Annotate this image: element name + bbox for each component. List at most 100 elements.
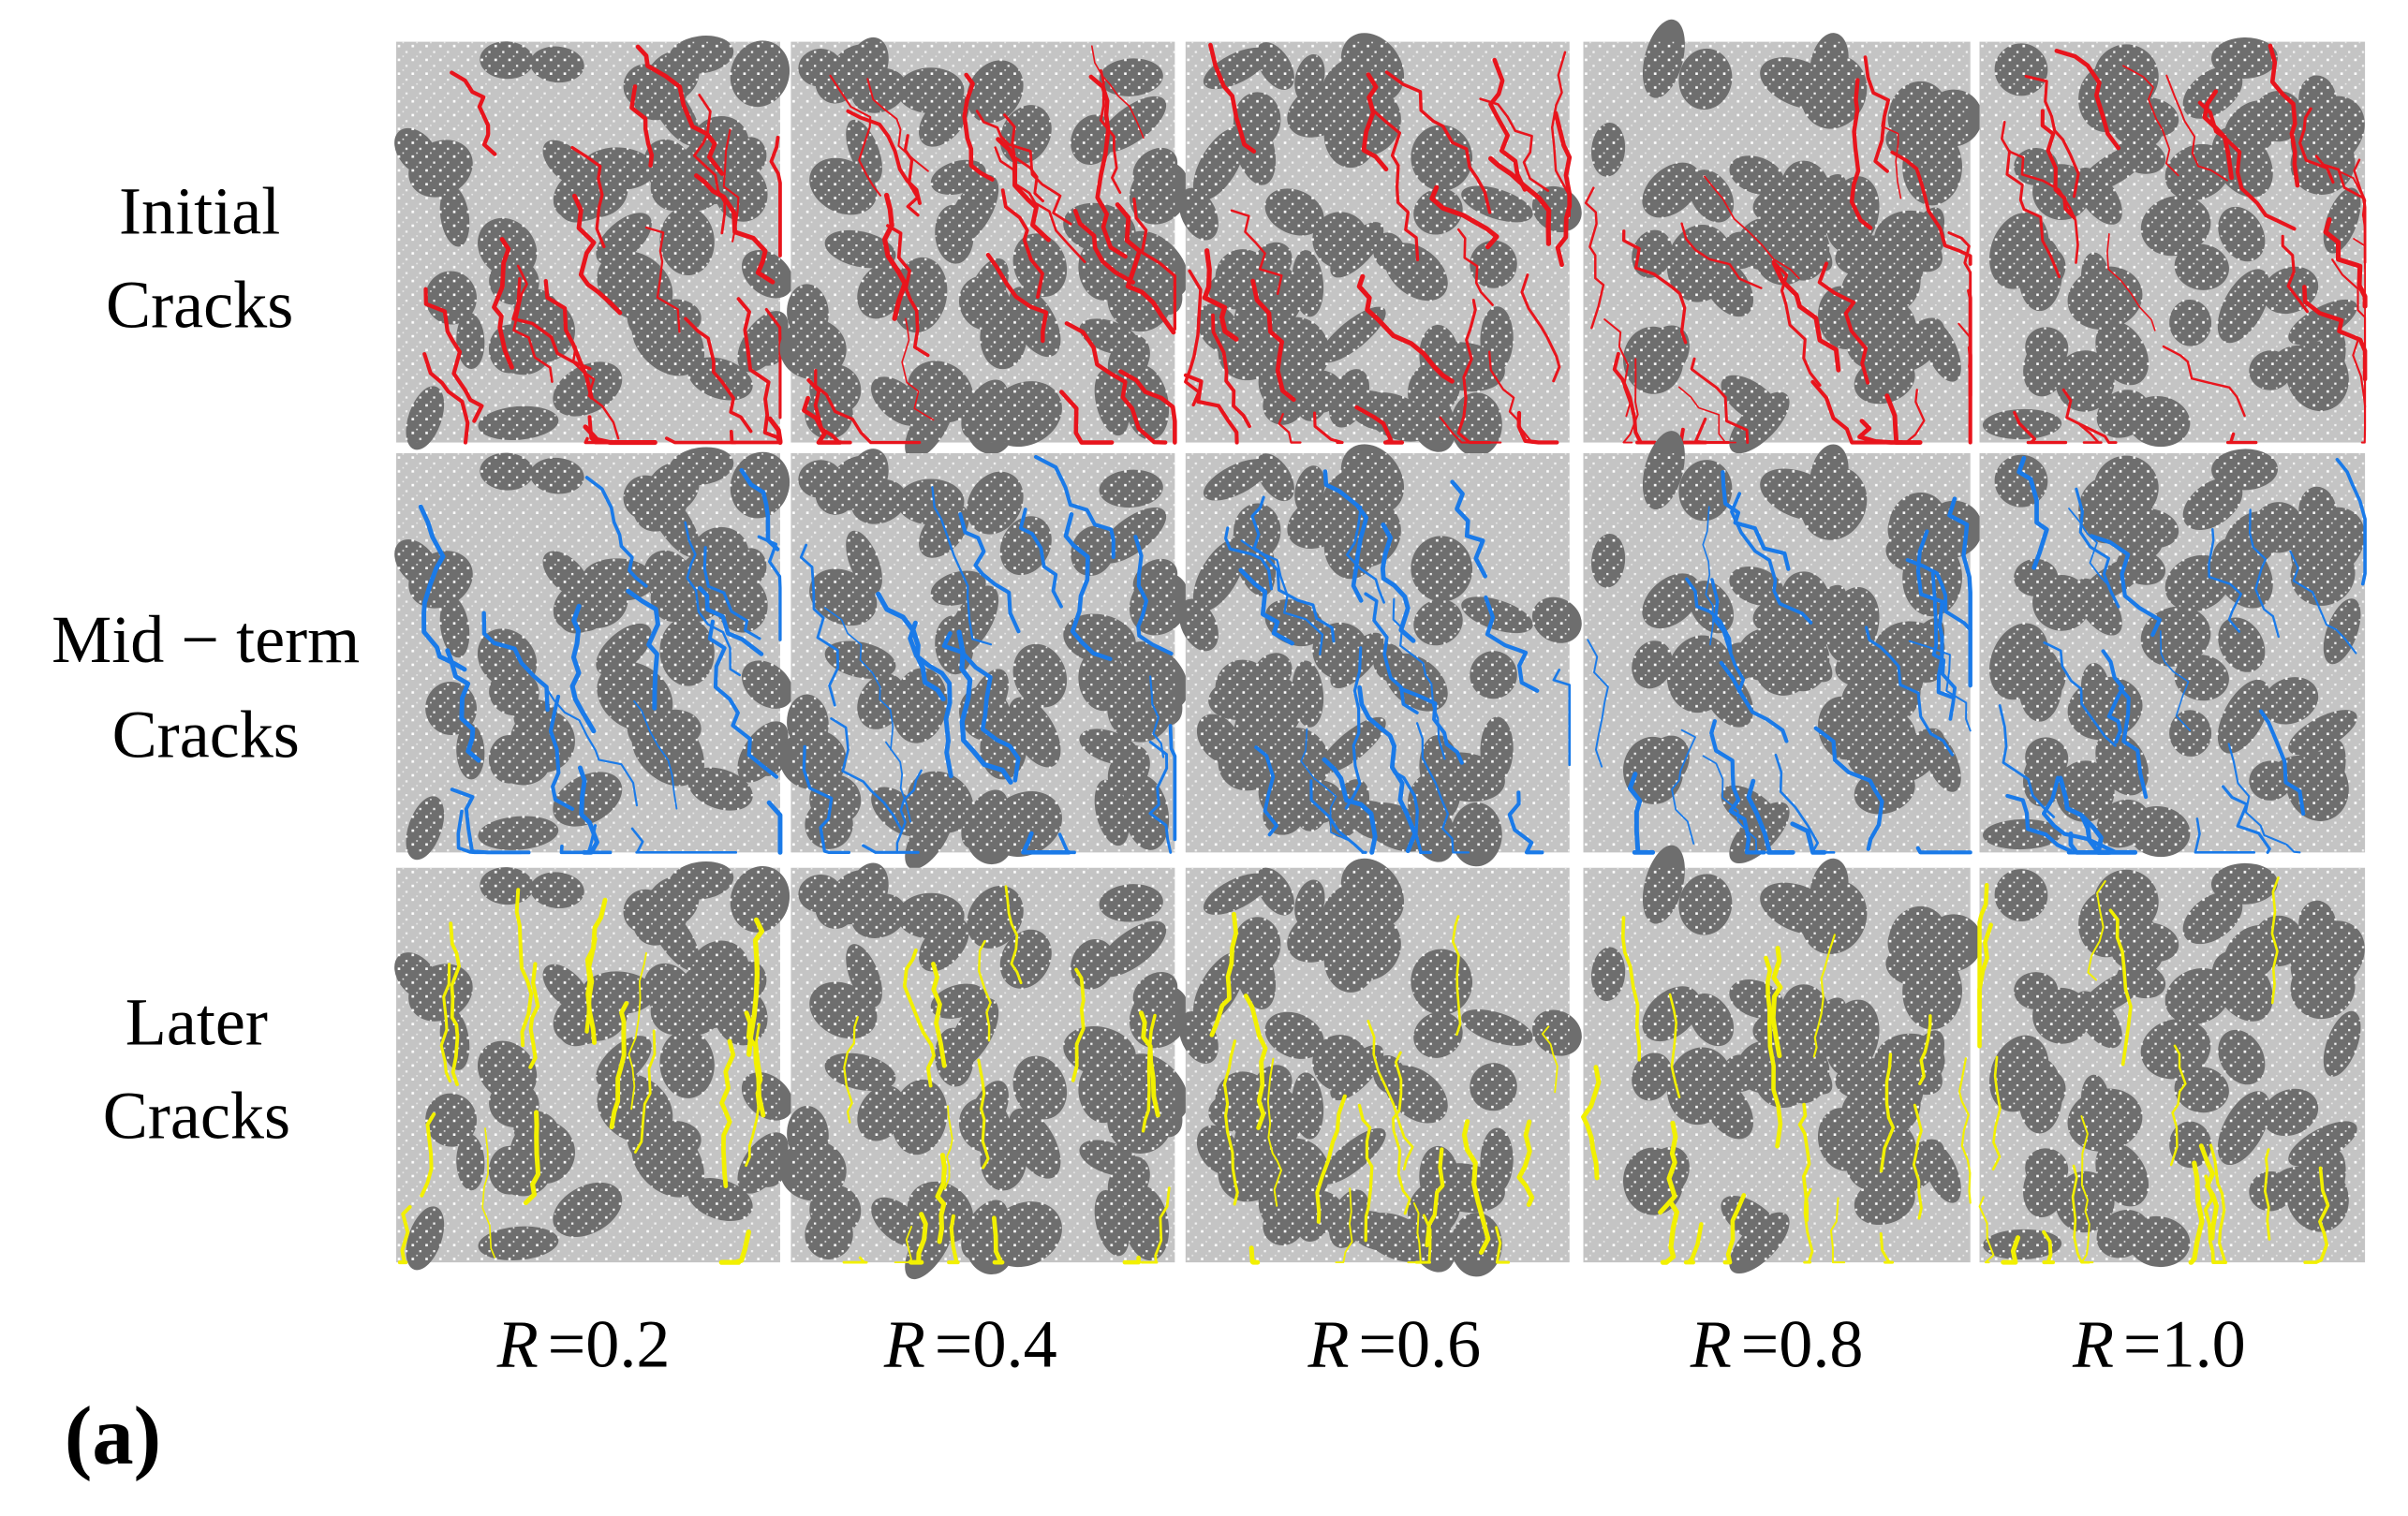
crack (1817, 261, 1870, 385)
crack (2198, 1143, 2219, 1241)
speckle-overlay (790, 867, 1175, 1263)
simulation-panel (1979, 449, 2367, 858)
speckle-overlay (1185, 453, 1570, 853)
crack (1184, 269, 1203, 407)
crack (1243, 993, 1268, 1130)
crack (764, 307, 782, 419)
crack (418, 504, 467, 672)
crack (1884, 393, 1923, 446)
crack (1484, 595, 1540, 693)
crack (876, 591, 946, 702)
crack (2188, 1160, 2205, 1265)
crack (2298, 107, 2335, 184)
crack (2013, 410, 2068, 445)
crack (1380, 522, 1416, 643)
crack (806, 378, 852, 445)
crack (684, 316, 753, 434)
crack (1879, 1231, 1895, 1264)
crack (1810, 379, 1895, 445)
crack (1140, 1186, 1171, 1264)
simulation-panel (394, 36, 793, 450)
crack (2209, 1143, 2226, 1264)
speckle-overlay (1979, 867, 2366, 1263)
crack (2335, 457, 2367, 586)
crack (2078, 423, 2103, 444)
crack (2017, 455, 2049, 570)
crack (1541, 1025, 1559, 1094)
crack (2263, 1148, 2271, 1241)
column-label: R =1.0 (2072, 1307, 2246, 1382)
crack (1357, 684, 1418, 854)
row-label: Cracks (106, 268, 293, 343)
crack (584, 436, 639, 445)
column-label: R =0.4 (883, 1307, 1057, 1382)
crack (1998, 704, 2056, 818)
crack (2169, 1044, 2187, 1167)
crack (572, 193, 623, 316)
crack (2108, 908, 2133, 1067)
crack (1392, 1051, 1411, 1215)
variable-value: =0.6 (1358, 1307, 1481, 1382)
crack (2352, 339, 2367, 444)
crack (2314, 155, 2367, 264)
crack (1967, 346, 1972, 445)
crack (1584, 186, 1605, 330)
crack (629, 84, 655, 168)
crack (1550, 51, 1571, 217)
crack (962, 72, 995, 182)
crack (1864, 626, 1955, 757)
crack (1683, 1222, 1704, 1265)
crack (823, 607, 894, 751)
crack (802, 744, 851, 854)
crack (626, 588, 660, 711)
crack (1356, 273, 1455, 384)
crack (1248, 1245, 1261, 1265)
crack (719, 1038, 736, 1189)
column-label: R =0.8 (1690, 1307, 1864, 1382)
crack (423, 287, 484, 423)
simulation-panel (779, 862, 1189, 1280)
crack (843, 1016, 859, 1124)
row-label: Later (126, 984, 268, 1059)
simulation-panel (394, 447, 793, 861)
crack (2061, 388, 2118, 445)
crack (1890, 150, 1972, 266)
simulation-panel (1979, 37, 2368, 448)
simulation-panel (779, 37, 1189, 460)
crack (1392, 597, 1446, 760)
crack (931, 486, 993, 646)
crack (1230, 209, 1283, 296)
variable-value: =0.8 (1741, 1307, 1864, 1382)
crack (2165, 74, 2228, 182)
crack (1141, 1013, 1157, 1133)
crack (1071, 967, 1086, 1082)
crack (956, 629, 1013, 785)
row-label: Mid − term (52, 602, 360, 677)
crack (958, 512, 1021, 634)
row-label: Cracks (112, 698, 300, 773)
crack (2075, 487, 2120, 609)
variable-name: R (2072, 1307, 2114, 1382)
simulation-panel (1583, 19, 1983, 454)
crack (1209, 911, 1238, 1038)
crack (881, 192, 908, 321)
crack (1516, 410, 1559, 445)
crack (2160, 630, 2192, 731)
crack (684, 521, 742, 677)
crack (2000, 121, 2079, 264)
crack (1702, 506, 1714, 646)
crack (450, 70, 497, 156)
crack (635, 44, 725, 176)
crack (1019, 508, 1063, 609)
crack (1414, 1214, 1432, 1264)
crack (1003, 113, 1044, 203)
crack (707, 619, 779, 779)
crack (1300, 728, 1349, 841)
crack (757, 535, 782, 641)
crack (886, 224, 930, 358)
crack (2043, 641, 2117, 747)
crack (1088, 74, 1128, 259)
crack (481, 1127, 496, 1258)
crack (1021, 831, 1071, 855)
crack (548, 694, 575, 811)
